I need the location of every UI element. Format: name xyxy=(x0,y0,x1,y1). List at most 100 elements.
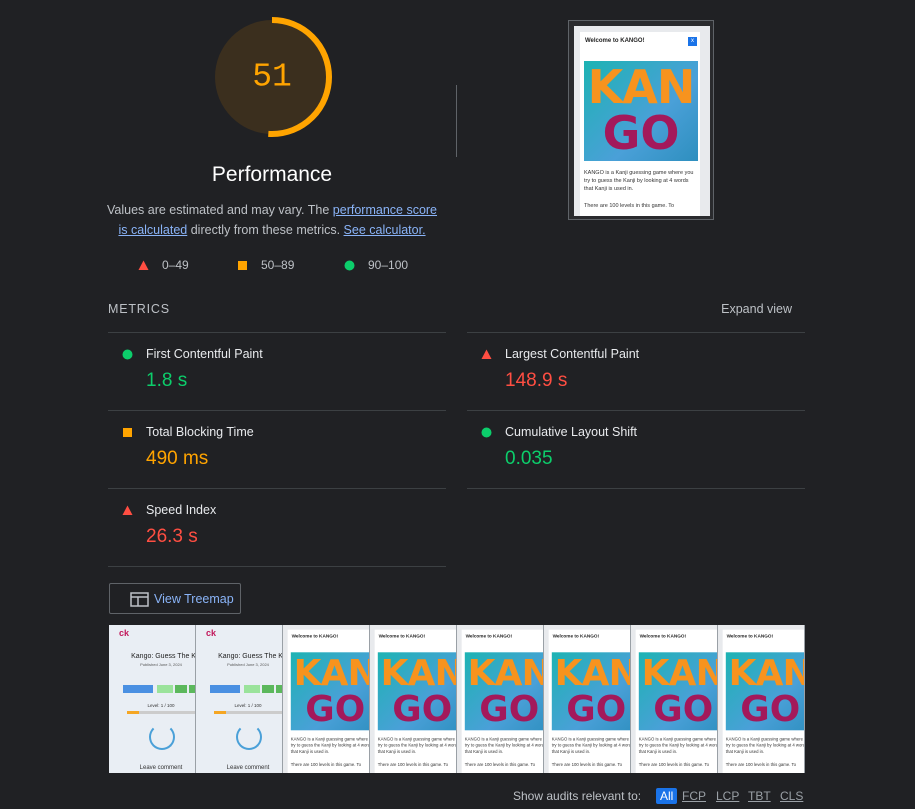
treemap-button[interactable]: View Treemap xyxy=(109,583,241,614)
modal-title: Welcome to KANGO! xyxy=(585,38,645,44)
modal-text: KANGO is a Kanji guessing game where you… xyxy=(377,737,457,755)
logo: KAN GO xyxy=(584,61,698,161)
logo-bottom: GO xyxy=(479,687,540,730)
filmstrip-frame: ck Kango: Guess The Kanji Published June 3… xyxy=(109,625,196,773)
desc-text: directly from these metrics. xyxy=(187,223,344,237)
progress-fill xyxy=(127,711,139,714)
desc-text: Values are estimated and may vary. The xyxy=(106,203,333,217)
spinner xyxy=(149,724,175,750)
button xyxy=(157,685,173,693)
metric-title: First Contentful Paint xyxy=(146,347,263,361)
modal-text: There are 100 levels in this game. To xyxy=(638,763,710,768)
metric-value: 490 ms xyxy=(146,448,209,469)
logo-top: KAN xyxy=(587,60,696,114)
filter-option[interactable]: TBT xyxy=(748,789,771,803)
filter-option[interactable]: FCP xyxy=(682,789,706,803)
progress-fill xyxy=(214,711,226,714)
logo-bottom: GO xyxy=(653,687,714,730)
rating-icon xyxy=(481,427,492,438)
logo: KAN GO xyxy=(464,651,544,731)
legend-label: 0–49 xyxy=(162,258,189,272)
modal-text: KANGO is a Kanji guessing game where you… xyxy=(638,737,718,755)
separator xyxy=(467,488,805,489)
date: Published June 3, 2024 xyxy=(227,662,269,667)
separator xyxy=(467,410,805,411)
rating-icon xyxy=(123,428,132,437)
button xyxy=(262,685,274,693)
rating-icon xyxy=(238,261,247,270)
logo-bottom: GO xyxy=(602,106,680,160)
rating-icon xyxy=(138,260,149,270)
modal-text: KANGO is a Kanji guessing game where you… xyxy=(725,737,805,755)
button xyxy=(244,685,260,693)
divider xyxy=(456,85,457,157)
logo-bottom: GO xyxy=(305,687,366,730)
progress xyxy=(127,711,195,714)
logo-top: KAN xyxy=(293,651,370,694)
legend-label: 90–100 xyxy=(368,258,409,272)
gauge: 51 xyxy=(212,17,332,137)
link[interactable]: See calculator. xyxy=(343,223,426,237)
comment: Leave comment xyxy=(226,765,270,771)
modal-text: There are 100 levels in this game. To xyxy=(584,203,675,209)
metric-value: 0.035 xyxy=(505,448,553,469)
metric-title: Cumulative Layout Shift xyxy=(505,425,638,439)
logo-top: KAN xyxy=(467,651,544,694)
description: Values are estimated and may vary. The p… xyxy=(102,200,442,240)
modal-title: Welcome to KANGO! xyxy=(465,634,513,640)
date: Published June 3, 2024 xyxy=(140,662,182,667)
modal-text: There are 100 levels in this game. To xyxy=(551,763,623,768)
gauge-arc xyxy=(212,17,332,137)
rating-icon xyxy=(122,349,133,360)
expand-toggle[interactable]: Expand view xyxy=(721,302,792,316)
spinner xyxy=(236,724,262,750)
separator xyxy=(108,566,446,567)
filter-option[interactable]: All xyxy=(656,788,678,804)
metric-value: 148.9 s xyxy=(505,370,568,391)
treemap-icon xyxy=(130,592,149,607)
filmstrip-frame: ck Kango: Guess The Kanji Published June 3… xyxy=(196,625,283,773)
separator xyxy=(108,488,446,489)
gauge-score: 51 xyxy=(252,59,292,96)
close-button: x xyxy=(688,37,697,46)
modal-text: There are 100 levels in this game. To xyxy=(377,763,449,768)
final-screenshot: Welcome to KANGO! x KAN GO KANGO is a Kanji … xyxy=(568,20,714,220)
gauge-label: Performance xyxy=(211,163,333,186)
filter-option[interactable]: CLS xyxy=(780,789,804,803)
metrics-title: METRICS xyxy=(108,302,170,316)
logo-top: KAN xyxy=(728,651,805,694)
logo-top: KAN xyxy=(641,651,718,694)
logo: KAN GO xyxy=(377,652,456,731)
brand: ck xyxy=(206,628,217,638)
button xyxy=(175,685,187,693)
button xyxy=(123,685,153,693)
logo-bottom: GO xyxy=(740,687,801,730)
modal-title: Welcome to KANGO! xyxy=(726,634,774,640)
rating-icon xyxy=(344,260,355,271)
link[interactable]: performance score is calculated xyxy=(118,203,438,237)
filter-option[interactable]: LCP xyxy=(716,789,740,803)
button xyxy=(210,685,240,693)
modal-title: Welcome to KANGO! xyxy=(378,634,426,640)
logo: KAN GO xyxy=(638,651,718,731)
button xyxy=(276,685,282,693)
modal-text: KANGO is a Kanji guessing game where you… xyxy=(551,737,631,755)
level: Level: 1 / 100 xyxy=(147,703,175,708)
rating-icon xyxy=(122,505,133,515)
brand: ck xyxy=(119,628,130,638)
progress xyxy=(214,711,282,714)
separator xyxy=(467,332,805,333)
